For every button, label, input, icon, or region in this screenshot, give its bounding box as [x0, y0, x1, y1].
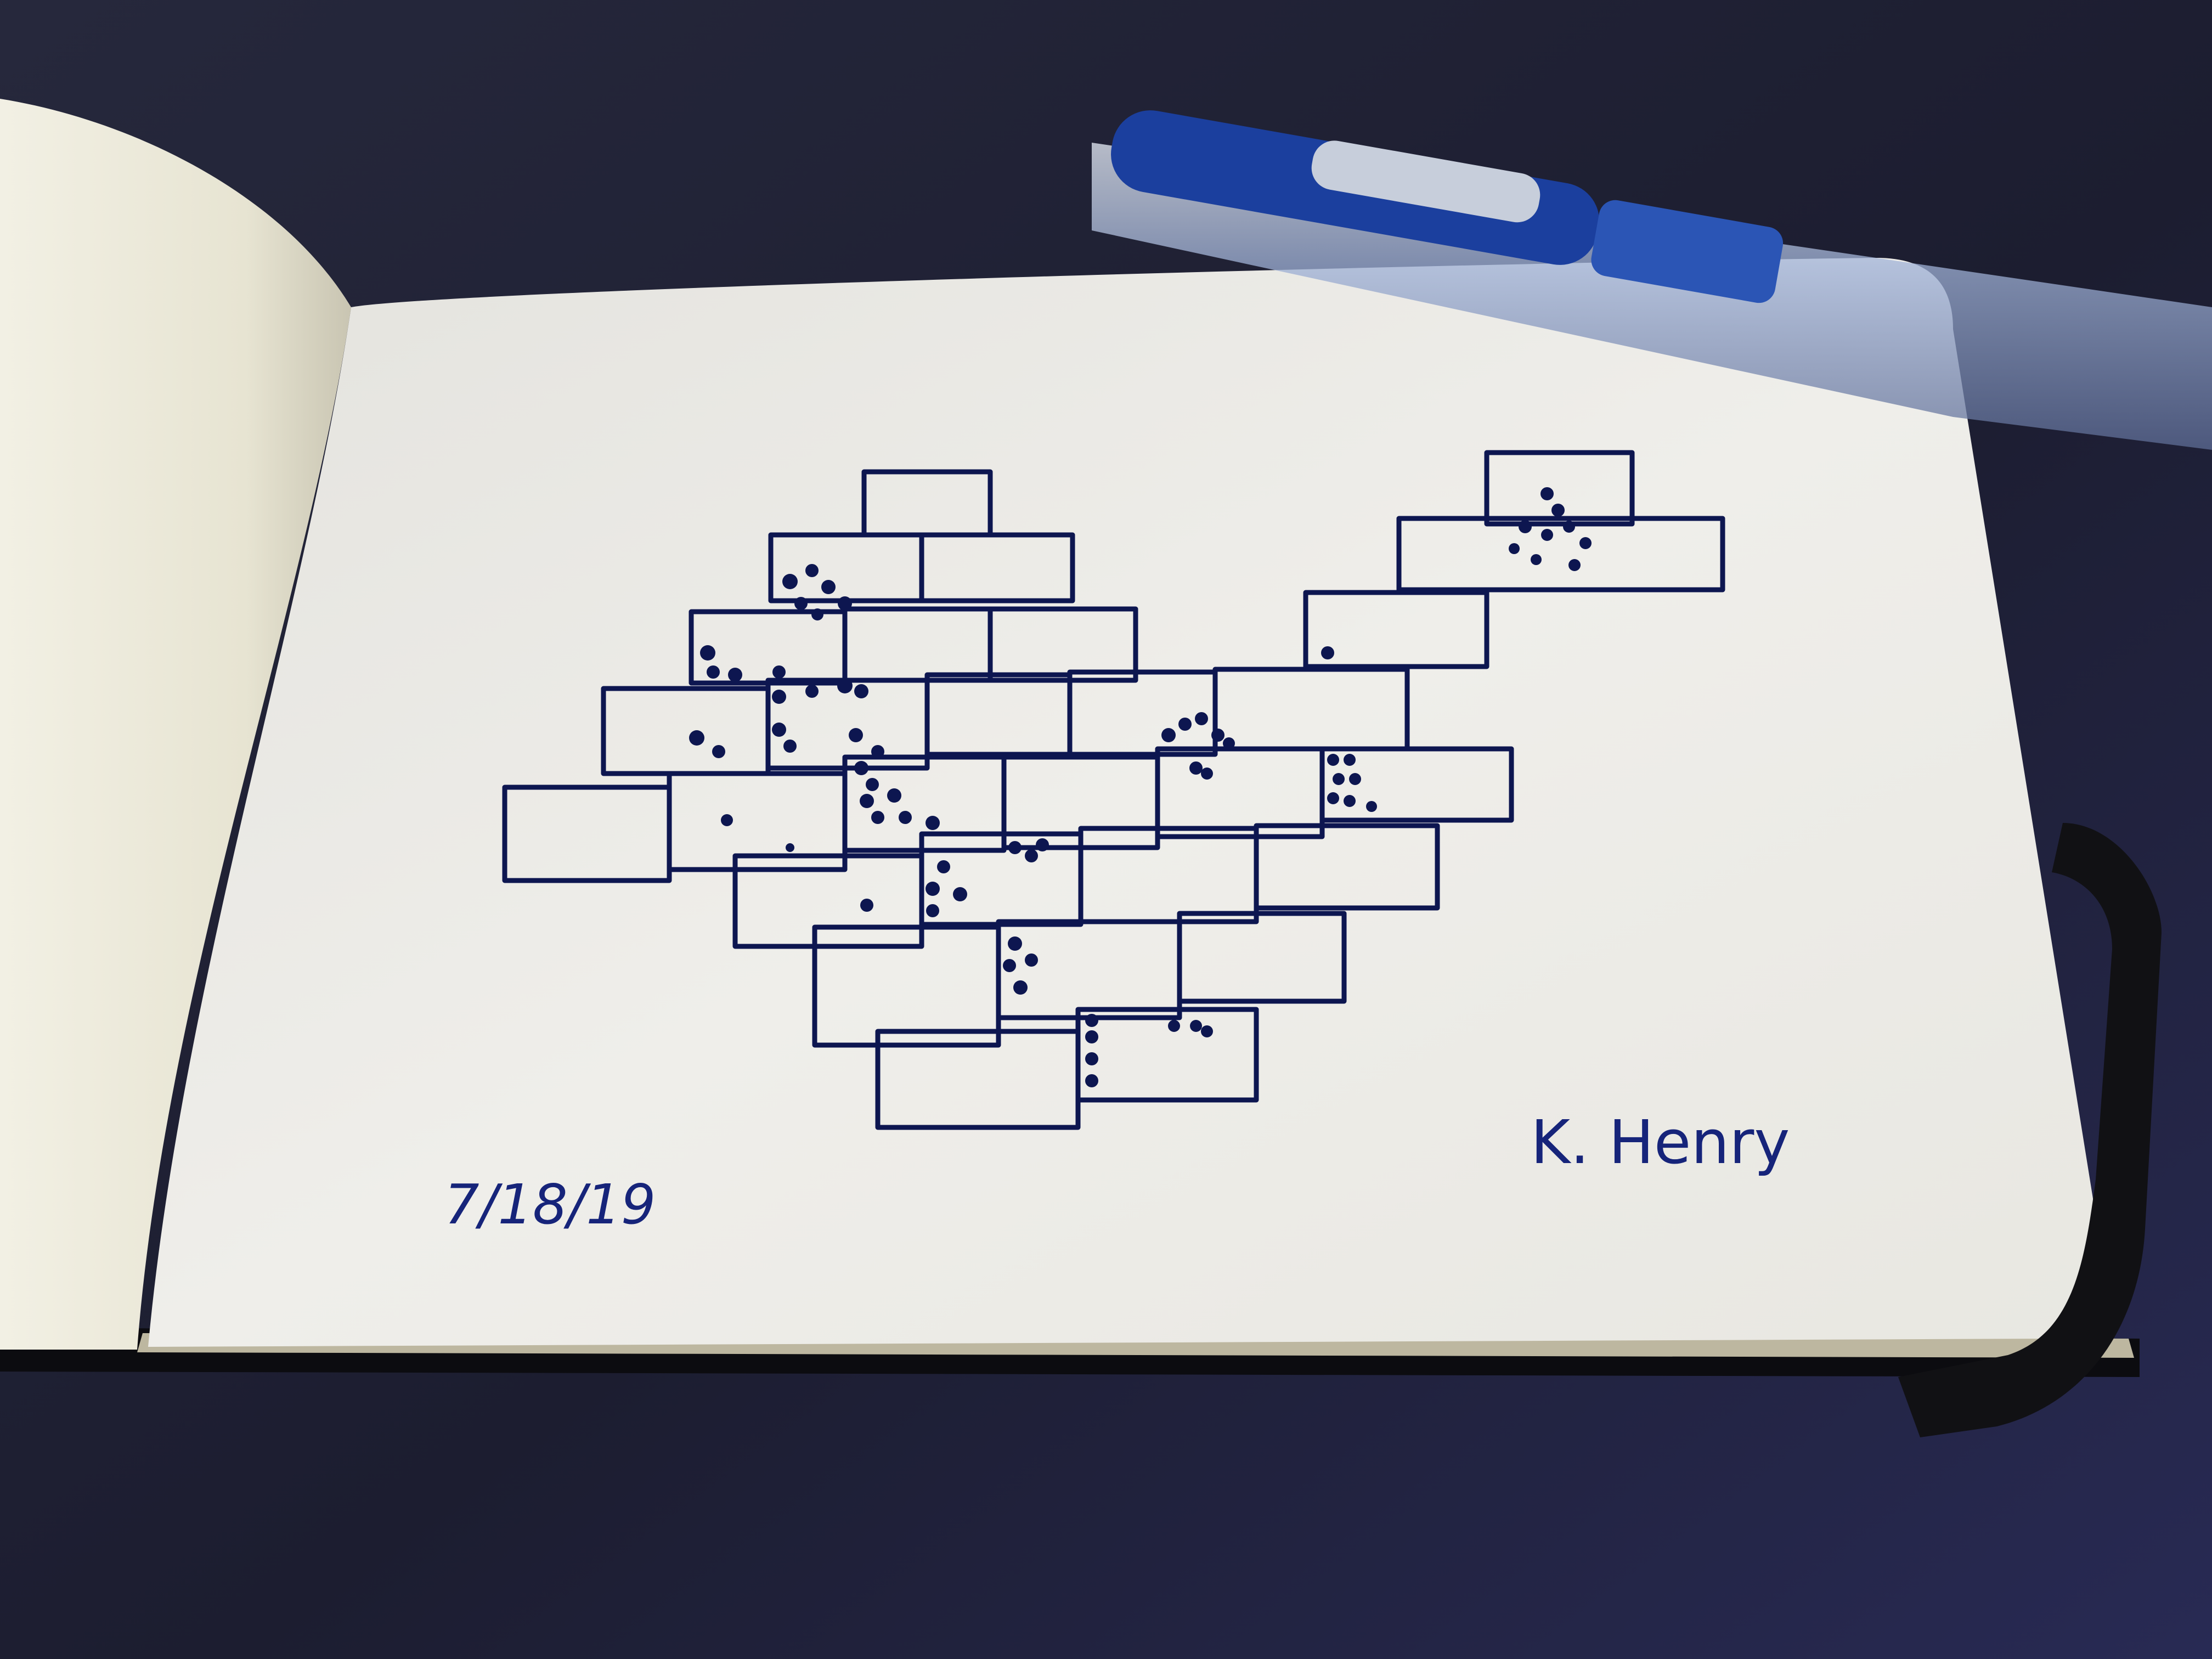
sketch-signature: K. Henry: [1531, 1107, 1790, 1177]
pen-icon: [1092, 110, 2212, 450]
elastic-strap: [1898, 823, 2162, 1437]
right-page: [148, 258, 2108, 1347]
left-page: [0, 99, 351, 1350]
sketch-date: 7/18/19: [444, 1172, 656, 1237]
ink-dots: [689, 487, 1592, 1087]
